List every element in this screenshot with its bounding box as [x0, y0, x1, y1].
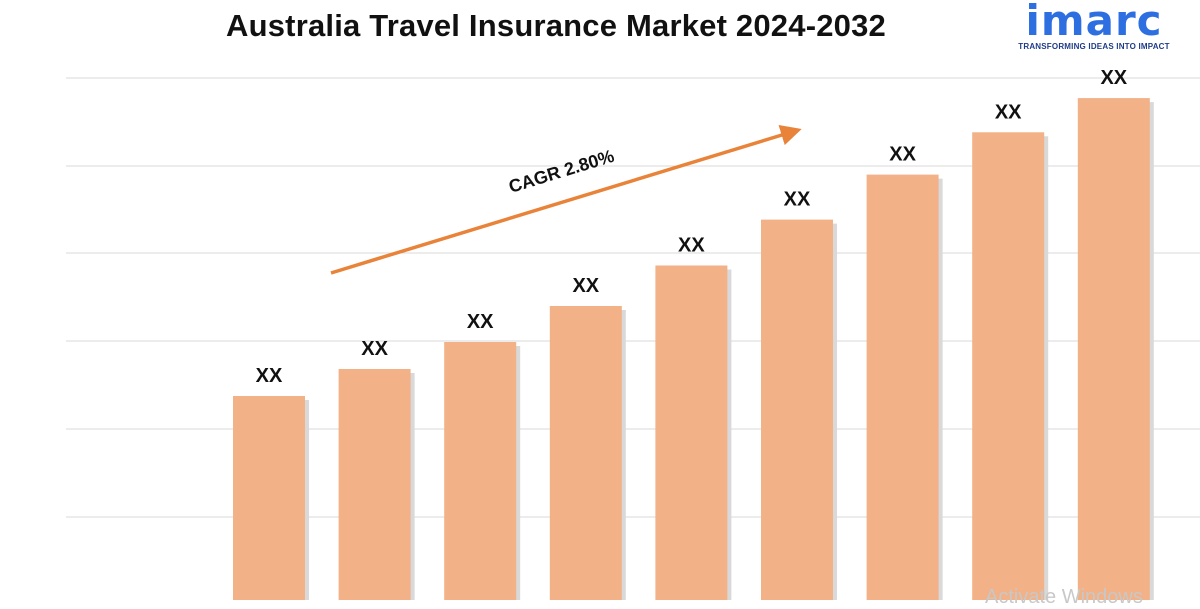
- bar: [444, 342, 517, 600]
- bar-data-label: XX: [467, 311, 494, 333]
- cagr-arrow: [330, 125, 802, 275]
- bar-data-label: XX: [889, 144, 916, 166]
- bar: [338, 369, 411, 600]
- bar-data-label: XX: [256, 365, 283, 387]
- bar: [866, 174, 939, 600]
- bar: [233, 396, 305, 600]
- bars: [233, 98, 1154, 600]
- logo-wordmark: imarc: [1025, 0, 1163, 45]
- bar-data-label: XX: [784, 189, 811, 211]
- bar: [549, 306, 622, 600]
- bar-data-label: XX: [678, 235, 705, 257]
- bar: [655, 265, 728, 600]
- bar-data-label: XX: [572, 275, 599, 297]
- bar-data-label: XX: [1100, 67, 1127, 89]
- bar: [761, 219, 833, 600]
- bar-data-label: XX: [995, 101, 1022, 123]
- bar: [1077, 98, 1150, 600]
- bar: [972, 132, 1045, 600]
- logo-tagline: TRANSFORMING IDEAS INTO IMPACT: [1018, 42, 1170, 51]
- imarc-logo: imarc TRANSFORMING IDEAS INTO IMPACT: [1006, 0, 1182, 56]
- bar-data-label: XX: [361, 338, 388, 360]
- data-labels: XX XX XX XX XX XX XX XX XX: [256, 67, 1128, 387]
- activate-windows-watermark: Activate Windows: [985, 586, 1143, 608]
- chart-title: Australia Travel Insurance Market 2024-2…: [226, 8, 886, 43]
